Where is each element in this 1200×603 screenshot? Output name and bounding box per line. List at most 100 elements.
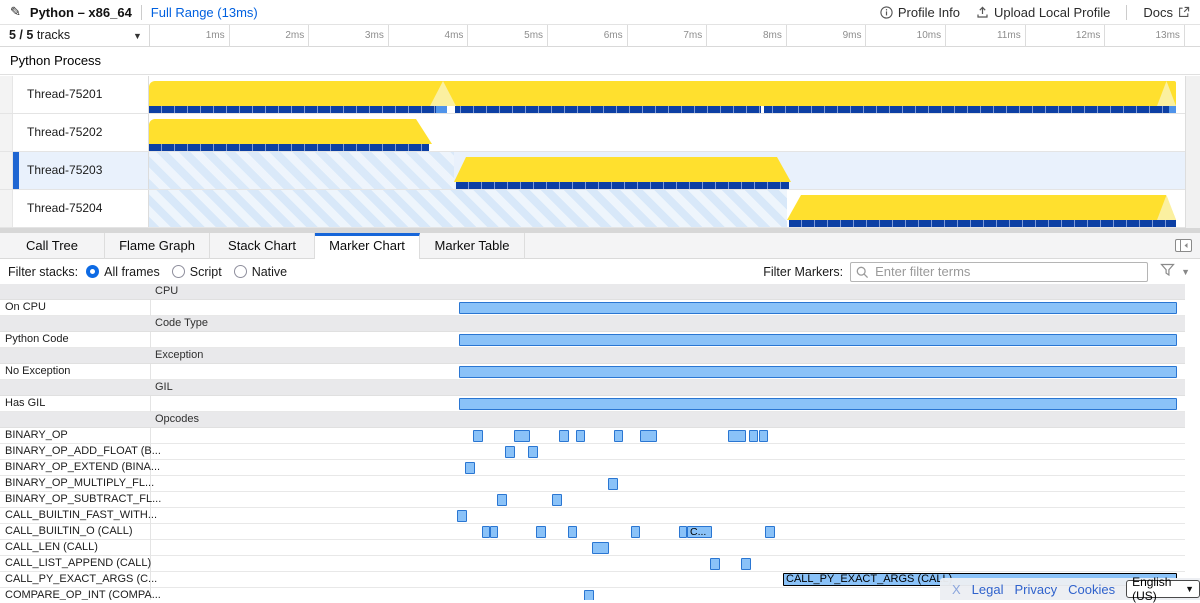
thread-activity-graph[interactable] <box>149 152 1185 189</box>
docs-link[interactable]: Docs <box>1143 5 1190 20</box>
track-row-thread-75204[interactable]: Thread-75204 <box>0 190 1185 228</box>
profile-info-label: Profile Info <box>897 4 961 20</box>
cookies-link[interactable]: Cookies <box>1068 581 1116 597</box>
tab-strip: Call Tree Flame Graph Stack Chart Marker Ch… <box>0 233 1200 260</box>
filter-dropdown-icon[interactable]: ▼ <box>1181 266 1190 277</box>
filter-funnel-icon[interactable] <box>1160 263 1175 280</box>
profile-info-button[interactable]: Profile Info <box>880 5 960 20</box>
marker[interactable] <box>459 302 1177 314</box>
marker[interactable] <box>584 590 594 600</box>
marker-row: BINARY_OP_MULTIPLY_FL... <box>0 476 1185 492</box>
marker[interactable] <box>576 430 585 442</box>
marker[interactable] <box>552 494 562 506</box>
marker[interactable] <box>514 430 530 442</box>
upload-profile-button[interactable]: Upload Local Profile <box>976 5 1110 20</box>
marker[interactable] <box>631 526 640 538</box>
marker-row-label: BINARY_OP_EXTEND (BINA... <box>5 461 161 473</box>
info-icon <box>880 5 893 19</box>
marker[interactable] <box>465 462 475 474</box>
label-divider <box>150 460 151 476</box>
marker-row-label: No Exception <box>5 365 71 377</box>
marker[interactable] <box>741 558 751 570</box>
cpu-usage-area <box>149 81 1176 106</box>
tracks-word: tracks <box>36 28 71 42</box>
radio-selected-icon <box>86 265 100 278</box>
marker[interactable] <box>568 526 577 538</box>
time-tick: 6ms <box>548 25 628 47</box>
tab-flame-graph[interactable]: Flame Graph <box>105 233 210 259</box>
upload-label: Upload Local Profile <box>994 4 1111 20</box>
time-tick: 9ms <box>787 25 867 47</box>
marker[interactable] <box>592 542 609 554</box>
marker-row-label: BINARY_OP_MULTIPLY_FL... <box>5 477 155 489</box>
track-row-thread-75202[interactable]: Thread-75202 <box>0 114 1185 152</box>
tab-call-tree[interactable]: Call Tree <box>0 233 105 259</box>
privacy-link[interactable]: Privacy <box>1014 581 1058 597</box>
marker-row: CALL_BUILTIN_FAST_WITH... <box>0 508 1185 524</box>
time-tick: 2ms <box>230 25 310 47</box>
marker[interactable] <box>640 430 657 442</box>
radio-native[interactable]: Native <box>233 265 287 279</box>
tab-marker-table[interactable]: Marker Table <box>420 233 525 259</box>
marker-row-label: BINARY_OP_ADD_FLOAT (B... <box>5 445 161 457</box>
panel-splitter[interactable] <box>0 228 1200 233</box>
marker[interactable] <box>490 526 498 538</box>
marker-row: CALL_LEN (CALL) <box>0 540 1185 556</box>
marker-search <box>850 261 1149 282</box>
marker-filter-input[interactable] <box>850 261 1149 282</box>
sleeping-stripes <box>149 190 787 227</box>
marker[interactable] <box>459 366 1177 378</box>
label-divider <box>150 588 151 600</box>
radio-script[interactable]: Script <box>171 264 222 279</box>
edit-pencil-icon[interactable]: ✎ <box>10 4 21 19</box>
marker[interactable] <box>614 430 623 442</box>
marker[interactable] <box>482 526 490 538</box>
search-icon <box>856 266 869 278</box>
marker[interactable] <box>459 334 1177 346</box>
thread-activity-graph[interactable] <box>149 76 1185 113</box>
marker[interactable] <box>710 558 720 570</box>
label-divider <box>150 492 151 508</box>
marker[interactable] <box>528 446 538 458</box>
tracks-dropdown[interactable]: 5 / 5 tracks ▼ <box>0 25 150 47</box>
marker[interactable] <box>459 398 1177 410</box>
footer-close-button[interactable]: X <box>952 581 961 597</box>
marker-row-label: Python Code <box>5 333 69 345</box>
samples-gap <box>761 106 764 113</box>
thread-activity-graph[interactable] <box>149 190 1185 227</box>
marker[interactable] <box>749 430 758 442</box>
marker[interactable] <box>759 430 768 442</box>
radio-label: Script <box>189 264 222 279</box>
time-tick: 4ms <box>389 25 469 47</box>
thread-activity-graph[interactable] <box>149 114 1185 151</box>
marker[interactable] <box>457 510 467 522</box>
marker[interactable] <box>473 430 483 442</box>
time-tick: 3ms <box>309 25 389 47</box>
track-row-thread-75201[interactable]: Thread-75201 <box>0 76 1185 114</box>
marker[interactable] <box>497 494 507 506</box>
marker[interactable] <box>765 526 775 538</box>
marker-row-label: COMPARE_OP_INT (COMPA... <box>5 589 161 600</box>
radio-all-frames[interactable]: All frames <box>86 265 160 279</box>
tab-marker-chart[interactable]: Marker Chart <box>315 233 420 260</box>
marker[interactable] <box>505 446 515 458</box>
label-divider <box>150 364 151 380</box>
sidebar-toggle-button[interactable] <box>1175 239 1192 257</box>
marker[interactable] <box>559 430 569 442</box>
label-divider <box>150 572 151 588</box>
marker[interactable] <box>728 430 746 442</box>
language-select[interactable]: English (US) ▼ <box>1126 575 1200 603</box>
marker-row: COMPARE_OP_INT (COMPA... <box>0 588 1185 600</box>
process-track-header[interactable]: Python Process <box>0 48 1200 75</box>
full-range-link[interactable]: Full Range (13ms) <box>150 4 258 20</box>
marker[interactable] <box>536 526 546 538</box>
label-divider <box>150 540 151 556</box>
marker-row: No Exception <box>0 364 1185 380</box>
legal-link[interactable]: Legal <box>971 581 1004 597</box>
marker[interactable] <box>608 478 618 490</box>
marker[interactable]: C... <box>687 526 712 538</box>
marker[interactable] <box>679 526 687 538</box>
tab-stack-chart[interactable]: Stack Chart <box>210 233 315 259</box>
track-row-thread-75203[interactable]: Thread-75203 <box>0 152 1185 190</box>
marker-group-header: CPU <box>0 284 1185 300</box>
